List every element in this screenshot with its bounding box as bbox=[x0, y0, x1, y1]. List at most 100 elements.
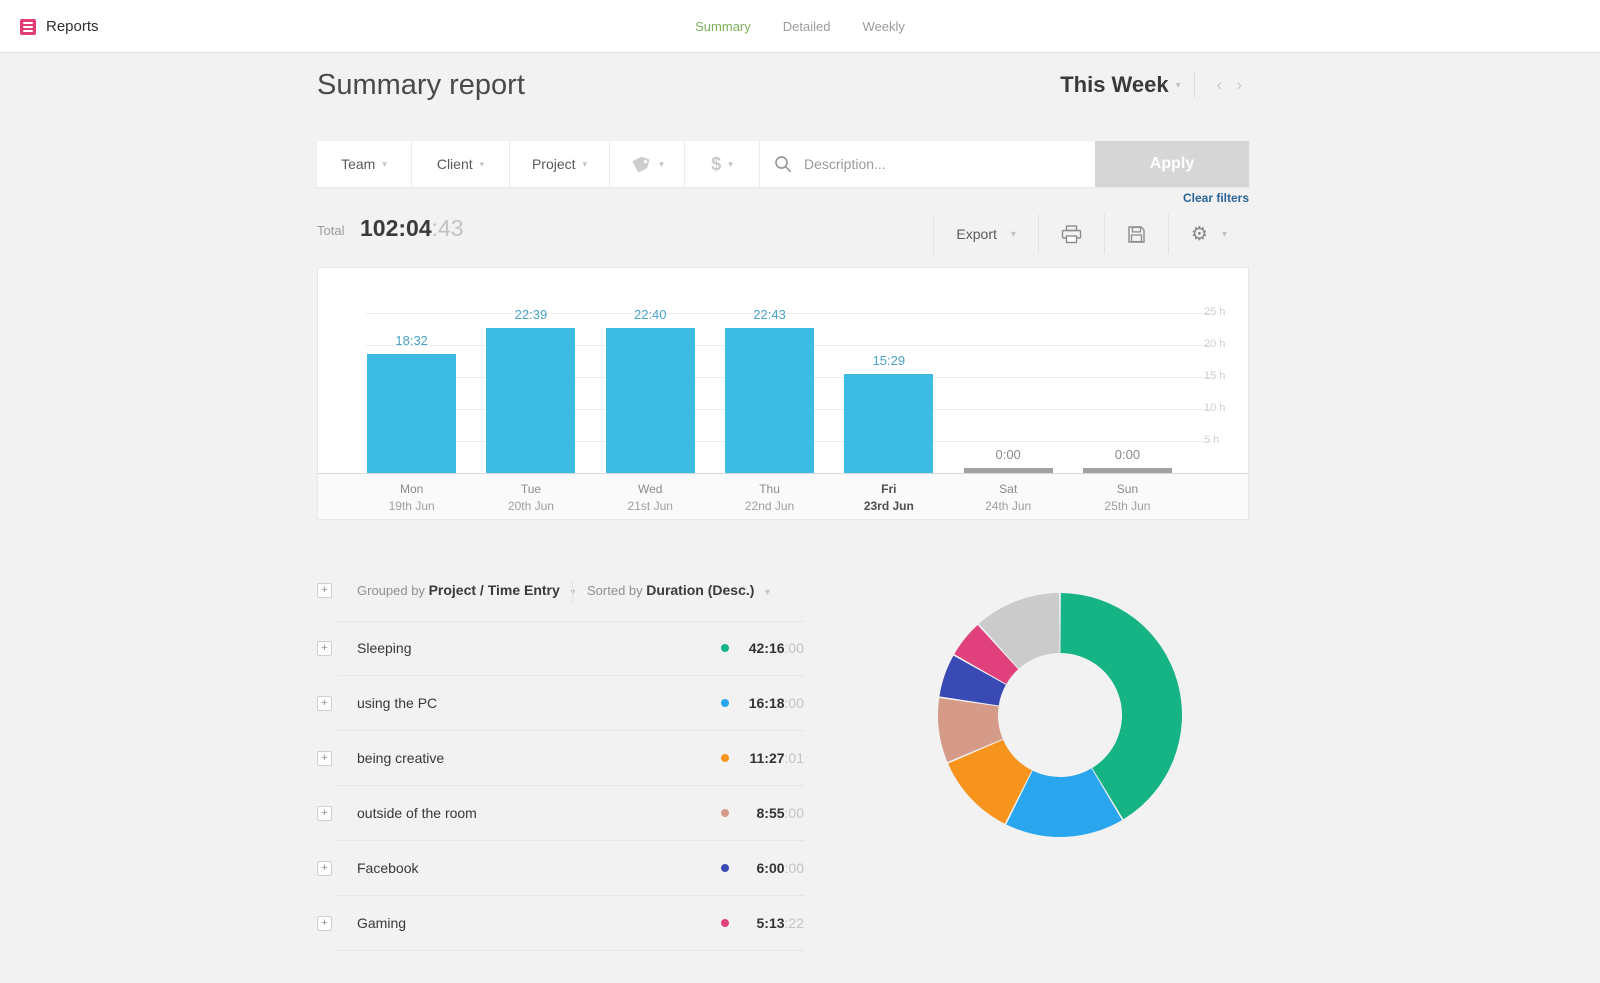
x-axis-day-thu: Thu 22nd Jun bbox=[744, 482, 795, 513]
settings-button[interactable]: ⚙ ▾ bbox=[1169, 224, 1249, 244]
filter-billable[interactable]: $ ▾ bbox=[685, 141, 760, 187]
filter-project[interactable]: Project ▾ bbox=[510, 141, 610, 187]
project-color-dot bbox=[721, 919, 729, 927]
table-row[interactable]: + using the PC 16:18:00 bbox=[317, 676, 804, 731]
table-row[interactable]: + outside of the room 8:55:00 bbox=[317, 786, 804, 841]
day-bar-sat[interactable] bbox=[963, 468, 1053, 473]
top-header: Reports Summary Detailed Weekly bbox=[0, 0, 1600, 53]
expand-row-button[interactable]: + bbox=[317, 751, 332, 766]
x-axis-day-tue: Tue 20th Jun bbox=[507, 482, 554, 513]
day-bar-mon[interactable] bbox=[367, 354, 457, 473]
x-axis-day-wed: Wed 21st Jun bbox=[627, 482, 673, 513]
day-bar-wed[interactable] bbox=[605, 327, 695, 473]
project-duration: 16:18:00 bbox=[748, 695, 804, 711]
donut-slice-being-creative[interactable] bbox=[948, 739, 1032, 824]
filter-project-label: Project bbox=[531, 156, 576, 172]
divider bbox=[572, 579, 573, 603]
expand-row-button[interactable]: + bbox=[317, 641, 332, 656]
table-row[interactable]: + Sleeping 42:16:00 bbox=[317, 621, 804, 676]
bar-value-label: 0:00 bbox=[1114, 447, 1141, 462]
expand-row-button[interactable]: + bbox=[317, 861, 332, 876]
reports-icon bbox=[20, 18, 36, 35]
project-name: being creative bbox=[357, 750, 445, 766]
filter-bar: Team ▾ Client ▾ Project ▾ ▾ $ ▾ bbox=[317, 141, 1249, 187]
bar-x-axis: Mon 19th Jun Tue 20th Jun Wed 21st Jun Thu 22nd… bbox=[318, 473, 1248, 519]
app-brand[interactable]: Reports bbox=[20, 0, 99, 53]
tab-weekly[interactable]: Weekly bbox=[862, 19, 905, 34]
description-search bbox=[760, 141, 1095, 187]
project-duration: 5:13:22 bbox=[756, 915, 805, 931]
apply-button[interactable]: Apply bbox=[1095, 141, 1249, 187]
export-button[interactable]: Export ▾ bbox=[934, 226, 1038, 242]
next-period-arrow[interactable]: › bbox=[1236, 75, 1242, 94]
filter-team-label: Team bbox=[341, 156, 376, 172]
tab-summary[interactable]: Summary bbox=[695, 19, 751, 34]
divider bbox=[1167, 214, 1169, 254]
chevron-down-icon: ▾ bbox=[728, 158, 733, 169]
sorted-by-value: Duration (Desc.) bbox=[646, 582, 755, 598]
project-duration: 42:16:00 bbox=[748, 640, 804, 656]
sorted-by-label: Sorted by bbox=[587, 583, 643, 598]
divider bbox=[1193, 72, 1195, 98]
filter-team[interactable]: Team ▾ bbox=[317, 141, 412, 187]
project-name: Facebook bbox=[357, 860, 419, 876]
project-duration: 11:27:01 bbox=[749, 750, 804, 766]
table-row[interactable]: + being creative 11:27:01 bbox=[317, 731, 804, 786]
project-color-dot bbox=[721, 699, 729, 707]
project-color-dot bbox=[721, 864, 729, 872]
period-label[interactable]: This Week bbox=[1060, 72, 1169, 97]
grouping-row: + Grouped by Project / Time Entry ▾ Sort… bbox=[317, 579, 1249, 605]
table-row[interactable]: + Gaming 5:13:22 bbox=[317, 896, 804, 951]
donut-slice-gaming[interactable] bbox=[954, 624, 1019, 685]
chevron-down-icon: ▾ bbox=[479, 158, 485, 169]
donut-slice-remaining[interactable] bbox=[978, 593, 1060, 669]
divider bbox=[1103, 214, 1105, 254]
chevron-down-icon: ▾ bbox=[765, 587, 771, 598]
project-color-dot bbox=[721, 754, 729, 762]
filter-client[interactable]: Client ▾ bbox=[412, 141, 510, 187]
day-bar-tue[interactable] bbox=[486, 328, 576, 473]
summary-table: + Sleeping 42:16:00 + using the PC 16:18… bbox=[317, 621, 804, 951]
bar-value-label: 0:00 bbox=[995, 447, 1021, 462]
project-duration: 8:55:00 bbox=[756, 805, 805, 821]
prev-period-arrow[interactable]: ‹ bbox=[1216, 75, 1223, 94]
chevron-down-icon[interactable]: ▾ bbox=[1175, 79, 1181, 91]
expand-row-button[interactable]: + bbox=[317, 806, 332, 821]
project-name: outside of the room bbox=[357, 805, 477, 821]
chevron-down-icon: ▾ bbox=[1221, 228, 1227, 240]
grouped-by-control[interactable]: Grouped by Project / Time Entry ▾ bbox=[357, 582, 575, 598]
bar-value-label: 22:40 bbox=[633, 306, 667, 322]
report-tabs: Summary Detailed Weekly bbox=[0, 0, 1600, 53]
x-axis-day-sun: Sun 25th Jun bbox=[1104, 482, 1151, 513]
daily-bar-chart: 25 h 20 h 15 h 10 h 5 h 18:32 22:39 22:40 22:43 1… bbox=[317, 267, 1249, 520]
expand-row-button[interactable]: + bbox=[317, 916, 332, 931]
sorted-by-control[interactable]: Sorted by Duration (Desc.) ▾ bbox=[587, 582, 770, 598]
grouped-by-label: Grouped by bbox=[357, 583, 425, 598]
clear-filters-link[interactable]: Clear filters bbox=[1182, 191, 1249, 205]
print-button[interactable] bbox=[1039, 224, 1104, 244]
donut-slice-using-the-pc[interactable] bbox=[1006, 768, 1122, 838]
save-button[interactable] bbox=[1105, 225, 1168, 244]
y-axis-tick: 5 h bbox=[1204, 434, 1220, 446]
x-axis-day-sat: Sat 24th Jun bbox=[985, 482, 1032, 513]
divider bbox=[1037, 214, 1039, 254]
y-axis-tick: 15 h bbox=[1204, 370, 1226, 382]
filter-tag[interactable]: ▾ bbox=[610, 141, 685, 187]
table-row[interactable]: + Facebook 6:00:00 bbox=[317, 841, 804, 896]
donut-slice-facebook[interactable] bbox=[939, 655, 1006, 706]
day-bar-sun[interactable] bbox=[1082, 468, 1172, 473]
expand-row-button[interactable]: + bbox=[317, 696, 332, 711]
total-seconds: :43 bbox=[431, 215, 464, 241]
donut-slice-sleeping[interactable] bbox=[1060, 593, 1183, 820]
expand-all-button[interactable]: + bbox=[317, 583, 332, 598]
day-bar-thu[interactable] bbox=[725, 327, 815, 473]
day-bar-fri[interactable] bbox=[844, 373, 934, 473]
chevron-down-icon: ▾ bbox=[659, 158, 664, 169]
tab-detailed[interactable]: Detailed bbox=[782, 19, 831, 34]
project-donut-chart bbox=[935, 590, 1185, 840]
period-picker: This Week ▾ ‹ › bbox=[1060, 72, 1249, 98]
description-input[interactable] bbox=[802, 155, 1081, 173]
printer-icon bbox=[1061, 224, 1082, 243]
bar-value-label: 22:39 bbox=[514, 307, 548, 323]
donut-slice-outside-of-the-room[interactable] bbox=[938, 698, 1003, 763]
